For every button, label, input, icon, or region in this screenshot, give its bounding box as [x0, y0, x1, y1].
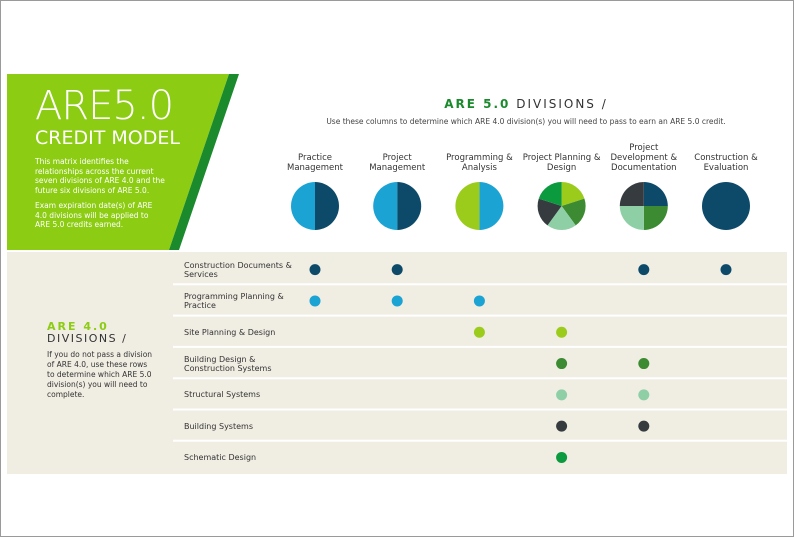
match-dot — [391, 264, 403, 276]
pie-slice — [291, 182, 315, 230]
pie-slice — [537, 198, 562, 226]
column-name: Project Development & Documentation — [610, 143, 678, 173]
pie-slice — [643, 182, 668, 206]
column-name: Project Management — [369, 153, 426, 173]
intro: Exam expiration date(s) of ARE 4.0 divis… — [35, 201, 153, 229]
green-panel — [7, 74, 229, 250]
heading-strong: ARE 5.0 — [444, 97, 511, 111]
match-dot — [473, 326, 485, 338]
column-name: Project Planning & Design — [522, 153, 601, 173]
row-label: Building Design & Construction Systems — [184, 354, 272, 373]
pie-slice — [373, 182, 398, 230]
pie-slice — [538, 182, 562, 206]
match-dot — [473, 295, 485, 307]
match-dot — [391, 295, 403, 307]
divisions-heading: ARE 5.0 DIVISIONS / — [331, 97, 721, 111]
green-stripe — [169, 74, 239, 250]
pie-slice — [561, 182, 585, 206]
are4-suffix: DIVISIONS / — [47, 332, 128, 345]
match-dot — [638, 264, 650, 276]
column-name: Practice Management — [287, 153, 343, 173]
row-label: Site Planning & Design — [184, 327, 276, 337]
column-name: Construction & Evaluation — [694, 153, 758, 173]
match-dot — [556, 326, 568, 338]
match-dot — [556, 420, 568, 432]
match-dot — [556, 451, 568, 463]
pie-slice — [315, 182, 339, 230]
pie-slice — [547, 206, 576, 230]
title: ARE5.0 — [35, 83, 174, 129]
row-label: Schematic Design — [184, 452, 257, 462]
match-dot — [556, 358, 568, 370]
are4-text: If you do not pass a division of ARE 4.0… — [47, 350, 153, 399]
pie-slice — [561, 198, 586, 226]
row-label: Building Systems — [184, 421, 253, 431]
match-dot — [720, 264, 732, 276]
match-dot — [556, 389, 568, 401]
pie-slice — [619, 206, 644, 230]
pie-slice — [702, 182, 750, 230]
divisions-subtitle: Use these columns to determine which ARE… — [326, 117, 726, 126]
pie-slice — [619, 182, 644, 206]
subtitle: CREDIT MODEL — [35, 127, 180, 149]
row-label: Programming Planning & Practice — [184, 291, 284, 310]
are4-title: ARE 4.0 — [47, 320, 109, 333]
intro: This matrix identifies the relationships… — [35, 157, 165, 195]
pie-slice — [643, 206, 668, 230]
match-dot — [638, 389, 650, 401]
lower-panel — [7, 252, 787, 474]
row-label: Structural Systems — [184, 390, 261, 400]
row-label: Construction Documents & Services — [184, 260, 292, 279]
heading-suffix: DIVISIONS / — [516, 97, 608, 111]
match-dot — [638, 358, 650, 370]
pie-slice — [397, 182, 422, 230]
match-dot — [309, 295, 321, 307]
pie-slice — [479, 182, 504, 230]
column-name: Programming & Analysis — [446, 153, 513, 173]
match-dot — [309, 264, 321, 276]
pie-slice — [455, 182, 480, 230]
match-dot — [638, 420, 650, 432]
